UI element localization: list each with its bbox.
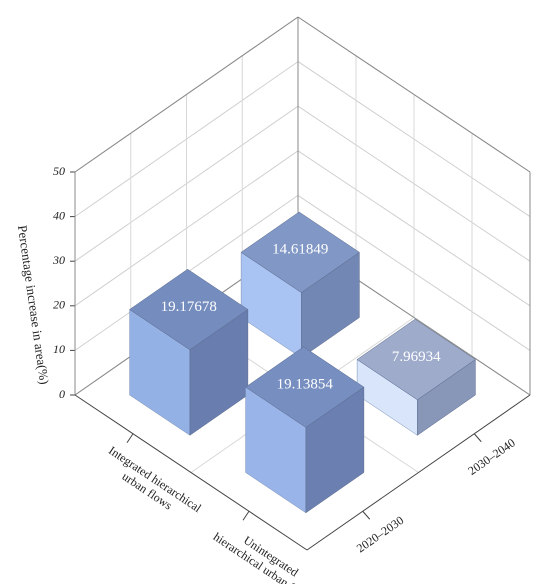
bar-top [356,318,476,401]
series-label: 2020–2030 [354,513,406,555]
bar-top [129,268,249,351]
z-tick-label: 30 [52,253,65,267]
value-label: 19.13854 [277,377,334,393]
x-tick [126,433,134,444]
z-tick-label: 20 [53,298,65,312]
z-tick-label: 10 [53,342,65,356]
frame-edge [297,16,531,173]
series-label: 2030–2040 [465,436,517,478]
x-tick [242,510,250,521]
y-tick [473,433,482,443]
z-tick-label: 40 [53,208,65,222]
value-label: 14.61849 [272,242,328,258]
bar-top [245,346,365,428]
y-tick [362,510,371,520]
z-tick-label: 0 [59,387,65,401]
bar-top [240,211,360,293]
value-label: 19.17678 [161,299,217,315]
x-axis [74,394,308,551]
value-label: 7.96934 [392,349,441,365]
z-axis-label: Percentage increase in area(%) [15,224,52,385]
frame-edge [74,16,299,173]
y-axis [306,394,531,551]
z-tick-label: 50 [53,164,65,178]
